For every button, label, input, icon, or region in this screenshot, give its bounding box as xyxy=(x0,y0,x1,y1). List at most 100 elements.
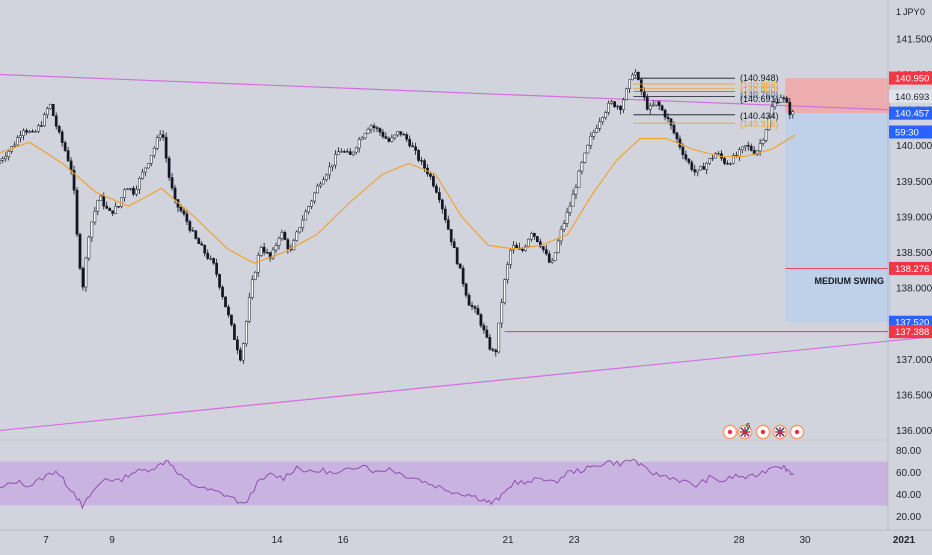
candle-body xyxy=(387,138,391,142)
price-tag[interactable]: 137.388 xyxy=(889,325,932,339)
candle-body xyxy=(515,244,518,248)
candle-body xyxy=(690,162,694,170)
candle-body xyxy=(283,232,287,240)
candle-body xyxy=(791,111,795,115)
candle-body xyxy=(262,247,266,253)
candle-body xyxy=(57,126,61,133)
candle-body xyxy=(628,79,631,90)
candle-body xyxy=(87,236,91,259)
candle-body xyxy=(411,145,414,148)
candle-body xyxy=(449,229,453,243)
candle-body xyxy=(158,134,162,139)
candle-body xyxy=(182,210,186,215)
ema-line xyxy=(0,134,796,264)
uk-flag-icon[interactable]: 6 xyxy=(737,421,753,440)
candle-body xyxy=(54,115,58,127)
candle-body xyxy=(1,158,5,161)
price-tag-bg xyxy=(889,106,932,120)
candle-body xyxy=(699,166,703,171)
candle-body xyxy=(509,249,512,265)
candle-body xyxy=(331,164,334,168)
candle-body xyxy=(191,230,195,232)
uk-flag-icon[interactable] xyxy=(772,424,788,440)
candle-body xyxy=(215,262,218,275)
price-tag-bg xyxy=(889,261,932,275)
candle-body xyxy=(200,243,204,246)
candle-body xyxy=(241,343,245,361)
candle-body xyxy=(135,189,138,195)
japan-flag-sun xyxy=(760,429,766,435)
candle-body xyxy=(4,156,8,159)
candle-body xyxy=(105,205,109,209)
candle-body xyxy=(405,134,409,140)
japan-flag-icon[interactable] xyxy=(722,424,738,440)
upper-trendline[interactable] xyxy=(0,73,932,121)
japan-flag-sun xyxy=(794,429,800,435)
short-position-reward-box[interactable] xyxy=(785,113,891,323)
candle-body xyxy=(672,124,676,134)
candle-body xyxy=(678,138,682,148)
candle-body xyxy=(304,211,308,221)
candle-body xyxy=(155,137,159,149)
price-tag[interactable]: 140.457 xyxy=(889,106,932,120)
candle-body xyxy=(250,279,254,298)
candle-body xyxy=(527,238,530,247)
candle-body xyxy=(524,245,527,251)
price-tag-bg xyxy=(889,71,932,85)
candle-body xyxy=(45,108,49,116)
candle-body xyxy=(351,151,355,155)
candle-body xyxy=(737,149,741,157)
candle-body xyxy=(666,116,670,119)
price-tag[interactable]: 138.276 xyxy=(889,261,932,275)
candle-body xyxy=(319,183,322,187)
candle-body xyxy=(138,178,141,190)
japan-flag-icon[interactable] xyxy=(789,424,805,440)
medium-swing-annotation[interactable]: MEDIUM SWING xyxy=(815,276,885,286)
level-label: (140.316) xyxy=(740,119,779,129)
price-tick-label: 139.500 xyxy=(896,177,932,188)
candle-body xyxy=(259,247,263,256)
candle-body xyxy=(782,97,786,99)
candle-body xyxy=(619,105,622,110)
candle-body xyxy=(114,206,117,214)
candle-body xyxy=(488,337,492,350)
candle-body xyxy=(693,169,697,173)
candle-body xyxy=(726,163,729,165)
candle-body xyxy=(530,232,533,240)
candle-body xyxy=(334,154,337,166)
candle-body xyxy=(732,155,735,164)
candle-body xyxy=(717,153,720,155)
rsi-tick-label: 20.00 xyxy=(896,512,921,523)
candle-body xyxy=(470,305,474,307)
candle-body xyxy=(342,151,346,153)
candle-body xyxy=(268,252,272,259)
candle-body xyxy=(274,245,278,251)
candle-body xyxy=(702,166,706,170)
candle-body xyxy=(28,131,31,133)
candle-body xyxy=(776,102,780,104)
japan-flag-icon[interactable] xyxy=(755,424,771,440)
candle-body xyxy=(565,212,569,224)
candle-body xyxy=(170,177,174,189)
candle-body xyxy=(298,227,302,233)
currency-label: JPY xyxy=(903,7,920,17)
candle-body xyxy=(669,118,673,126)
candle-body xyxy=(292,240,296,251)
candle-body xyxy=(440,199,444,210)
candle-body xyxy=(256,255,260,273)
price-tag[interactable]: 140.693 xyxy=(889,89,932,103)
candle-body xyxy=(533,232,536,237)
price-tag[interactable]: 140.950 xyxy=(889,71,932,85)
candle-body xyxy=(610,101,613,104)
candle-body xyxy=(568,205,572,213)
candle-body xyxy=(161,134,165,138)
candle-body xyxy=(22,130,25,136)
price-tag[interactable]: 59:30 xyxy=(889,125,932,139)
candle-body xyxy=(788,102,792,115)
candle-body xyxy=(120,197,123,207)
candle-body xyxy=(363,133,367,139)
candle-body xyxy=(143,167,147,173)
lower-trendline[interactable] xyxy=(0,313,932,432)
